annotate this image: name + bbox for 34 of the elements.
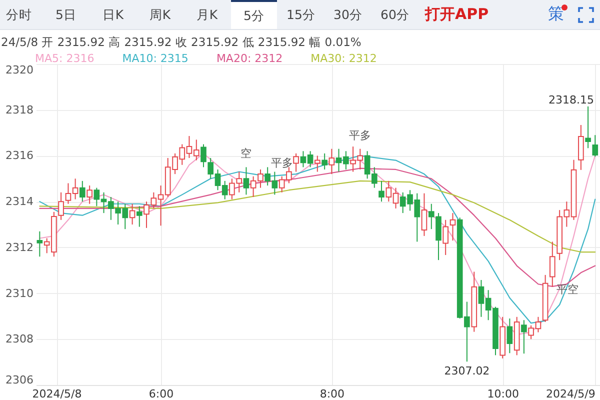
y-tick-label: 2318	[6, 103, 34, 116]
text: 分时	[5, 6, 33, 24]
text: 30分	[332, 6, 364, 24]
text: 5日	[54, 6, 78, 24]
annotation: 平多	[270, 156, 293, 170]
y-tick-label: 2306	[6, 374, 34, 386]
y-tick-label: 2310	[6, 286, 34, 300]
y-tick-label: 2320	[6, 64, 34, 76]
annotation: 平多	[349, 128, 372, 142]
x-tick-label: 2024/5/9	[546, 388, 596, 400]
x-tick-label: 2024/5/8	[32, 388, 82, 400]
text: 周K	[148, 6, 172, 24]
text: MA10: 2315	[122, 52, 188, 65]
y-tick-label: 2312	[6, 240, 34, 254]
y-tick-label: 2316	[6, 149, 34, 162]
y-tick-label: 2314	[6, 195, 34, 208]
text: 月K	[195, 6, 219, 24]
y-tick-label: 2308	[6, 332, 34, 346]
text: 5分	[231, 0, 277, 29]
text: MA30: 2312	[310, 52, 377, 65]
text: 60分	[380, 6, 410, 24]
annotation: 空	[240, 147, 252, 160]
text: MA5: 2316	[35, 52, 94, 65]
annotation: 2318.15	[548, 93, 594, 106]
text: 24/5/8 开 2315.92 高 2315.92 收 2315.92 低 2315.92 幅 0.01%	[1, 35, 362, 49]
annotation: 2307.02	[444, 364, 490, 378]
x-tick-label: 8:00	[320, 388, 345, 400]
x-tick-label: 10:00	[487, 388, 519, 400]
text: MA20: 2312	[216, 52, 283, 65]
text: 15分	[286, 6, 316, 24]
text: 日K	[101, 6, 125, 24]
text: 打开APP	[425, 5, 489, 24]
x-tick-label: 6:00	[148, 388, 174, 400]
text: 策	[548, 4, 564, 24]
